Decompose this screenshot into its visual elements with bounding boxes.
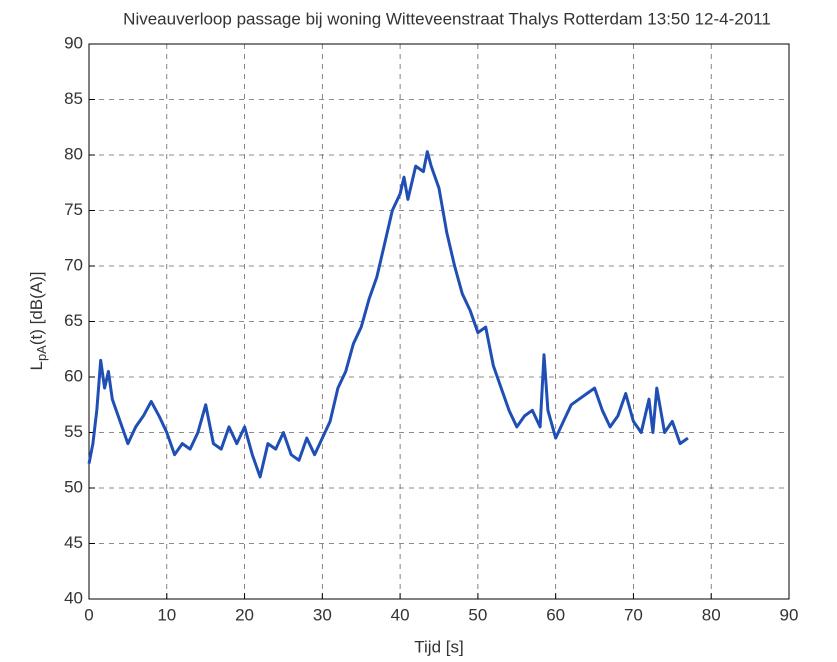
y-tick-label: 70	[64, 255, 83, 274]
y-tick-label: 40	[64, 588, 83, 607]
y-label-rest: (t) [dB(A)]	[27, 271, 46, 345]
x-tick-label: 80	[702, 605, 721, 624]
x-tick-label: 40	[391, 605, 410, 624]
y-tick-label: 85	[64, 89, 83, 108]
y-label-main: L	[27, 361, 46, 370]
y-label-sub: pA	[34, 345, 49, 361]
y-axis-label: LpA(t) [dB(A)]	[27, 271, 49, 370]
y-tick-label: 45	[64, 533, 83, 552]
x-tick-label: 20	[235, 605, 254, 624]
x-tick-label: 10	[157, 605, 176, 624]
x-axis-label: Tijd [s]	[414, 637, 463, 656]
x-tick-label: 90	[780, 605, 799, 624]
y-tick-label: 75	[64, 200, 83, 219]
x-tick-label: 50	[468, 605, 487, 624]
chart-title: Niveauverloop passage bij woning Witteve…	[123, 9, 771, 28]
y-tick-label: 90	[64, 33, 83, 52]
axes-box	[88, 43, 790, 600]
y-tick-label: 80	[64, 144, 83, 163]
x-tick-label: 60	[546, 605, 565, 624]
y-tick-label: 65	[64, 311, 83, 330]
x-tick-label: 0	[84, 605, 93, 624]
x-tick-label: 30	[313, 605, 332, 624]
y-tick-label: 60	[64, 366, 83, 385]
y-tick-label: 50	[64, 477, 83, 496]
x-tick-label: 70	[624, 605, 643, 624]
data-line	[87, 150, 689, 479]
y-tick-label: 55	[64, 422, 83, 441]
